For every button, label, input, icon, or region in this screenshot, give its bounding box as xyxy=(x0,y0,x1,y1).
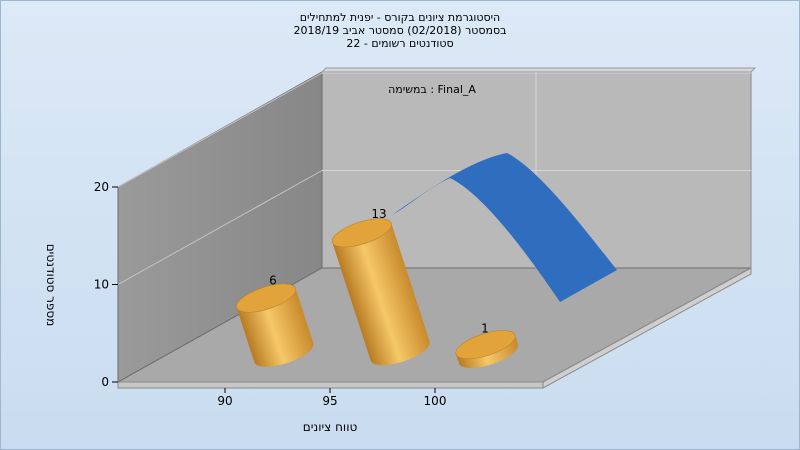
distribution-curve-ribbon xyxy=(392,153,617,302)
y-tick-label-1: 10 xyxy=(94,278,109,292)
bars: 6 13 1 xyxy=(236,207,519,368)
right-edge xyxy=(542,267,752,389)
gridlines xyxy=(117,72,751,285)
y-axis-ticks: 0 10 20 xyxy=(94,180,118,389)
gridline-left-1 xyxy=(117,170,323,285)
bar-top-0 xyxy=(236,283,297,313)
distribution-curve xyxy=(392,153,617,302)
x-tick-label-2: 100 xyxy=(424,394,447,408)
bar-top-1 xyxy=(331,218,392,248)
x-tick-label-0: 90 xyxy=(217,394,232,408)
y-tick-label-2: 20 xyxy=(94,180,109,194)
bar-top-2 xyxy=(455,330,516,360)
chart-title-line-3: סטודנטים רשומים - 22 xyxy=(346,37,453,50)
top-edge xyxy=(320,67,757,73)
x-tick-label-1: 95 xyxy=(322,394,337,408)
chart-title-line-2: בסמסטר (02/2018) סמסטר אביב 2018/19 xyxy=(293,24,506,37)
bar-value-label-1: 13 xyxy=(371,207,386,221)
x-axis-ticks: 90 95 100 xyxy=(217,388,446,408)
chart-title-line-1: היסטוגרמת ציונים בקורס - יפנית למתחילים xyxy=(300,11,501,24)
bar-value-label-0: 6 xyxy=(269,274,277,288)
floor-edge xyxy=(117,381,544,389)
y-tick-label-0: 0 xyxy=(101,375,109,389)
y-axis-label: מספר סטודנטים xyxy=(44,244,58,327)
gridline-left-2 xyxy=(117,72,323,188)
bar-value-label-2: 1 xyxy=(481,321,489,335)
x-axis-label: טווח ציונים xyxy=(303,420,358,434)
bar-body-1 xyxy=(332,223,430,366)
series-label: במשימה : Final_A xyxy=(388,83,476,96)
